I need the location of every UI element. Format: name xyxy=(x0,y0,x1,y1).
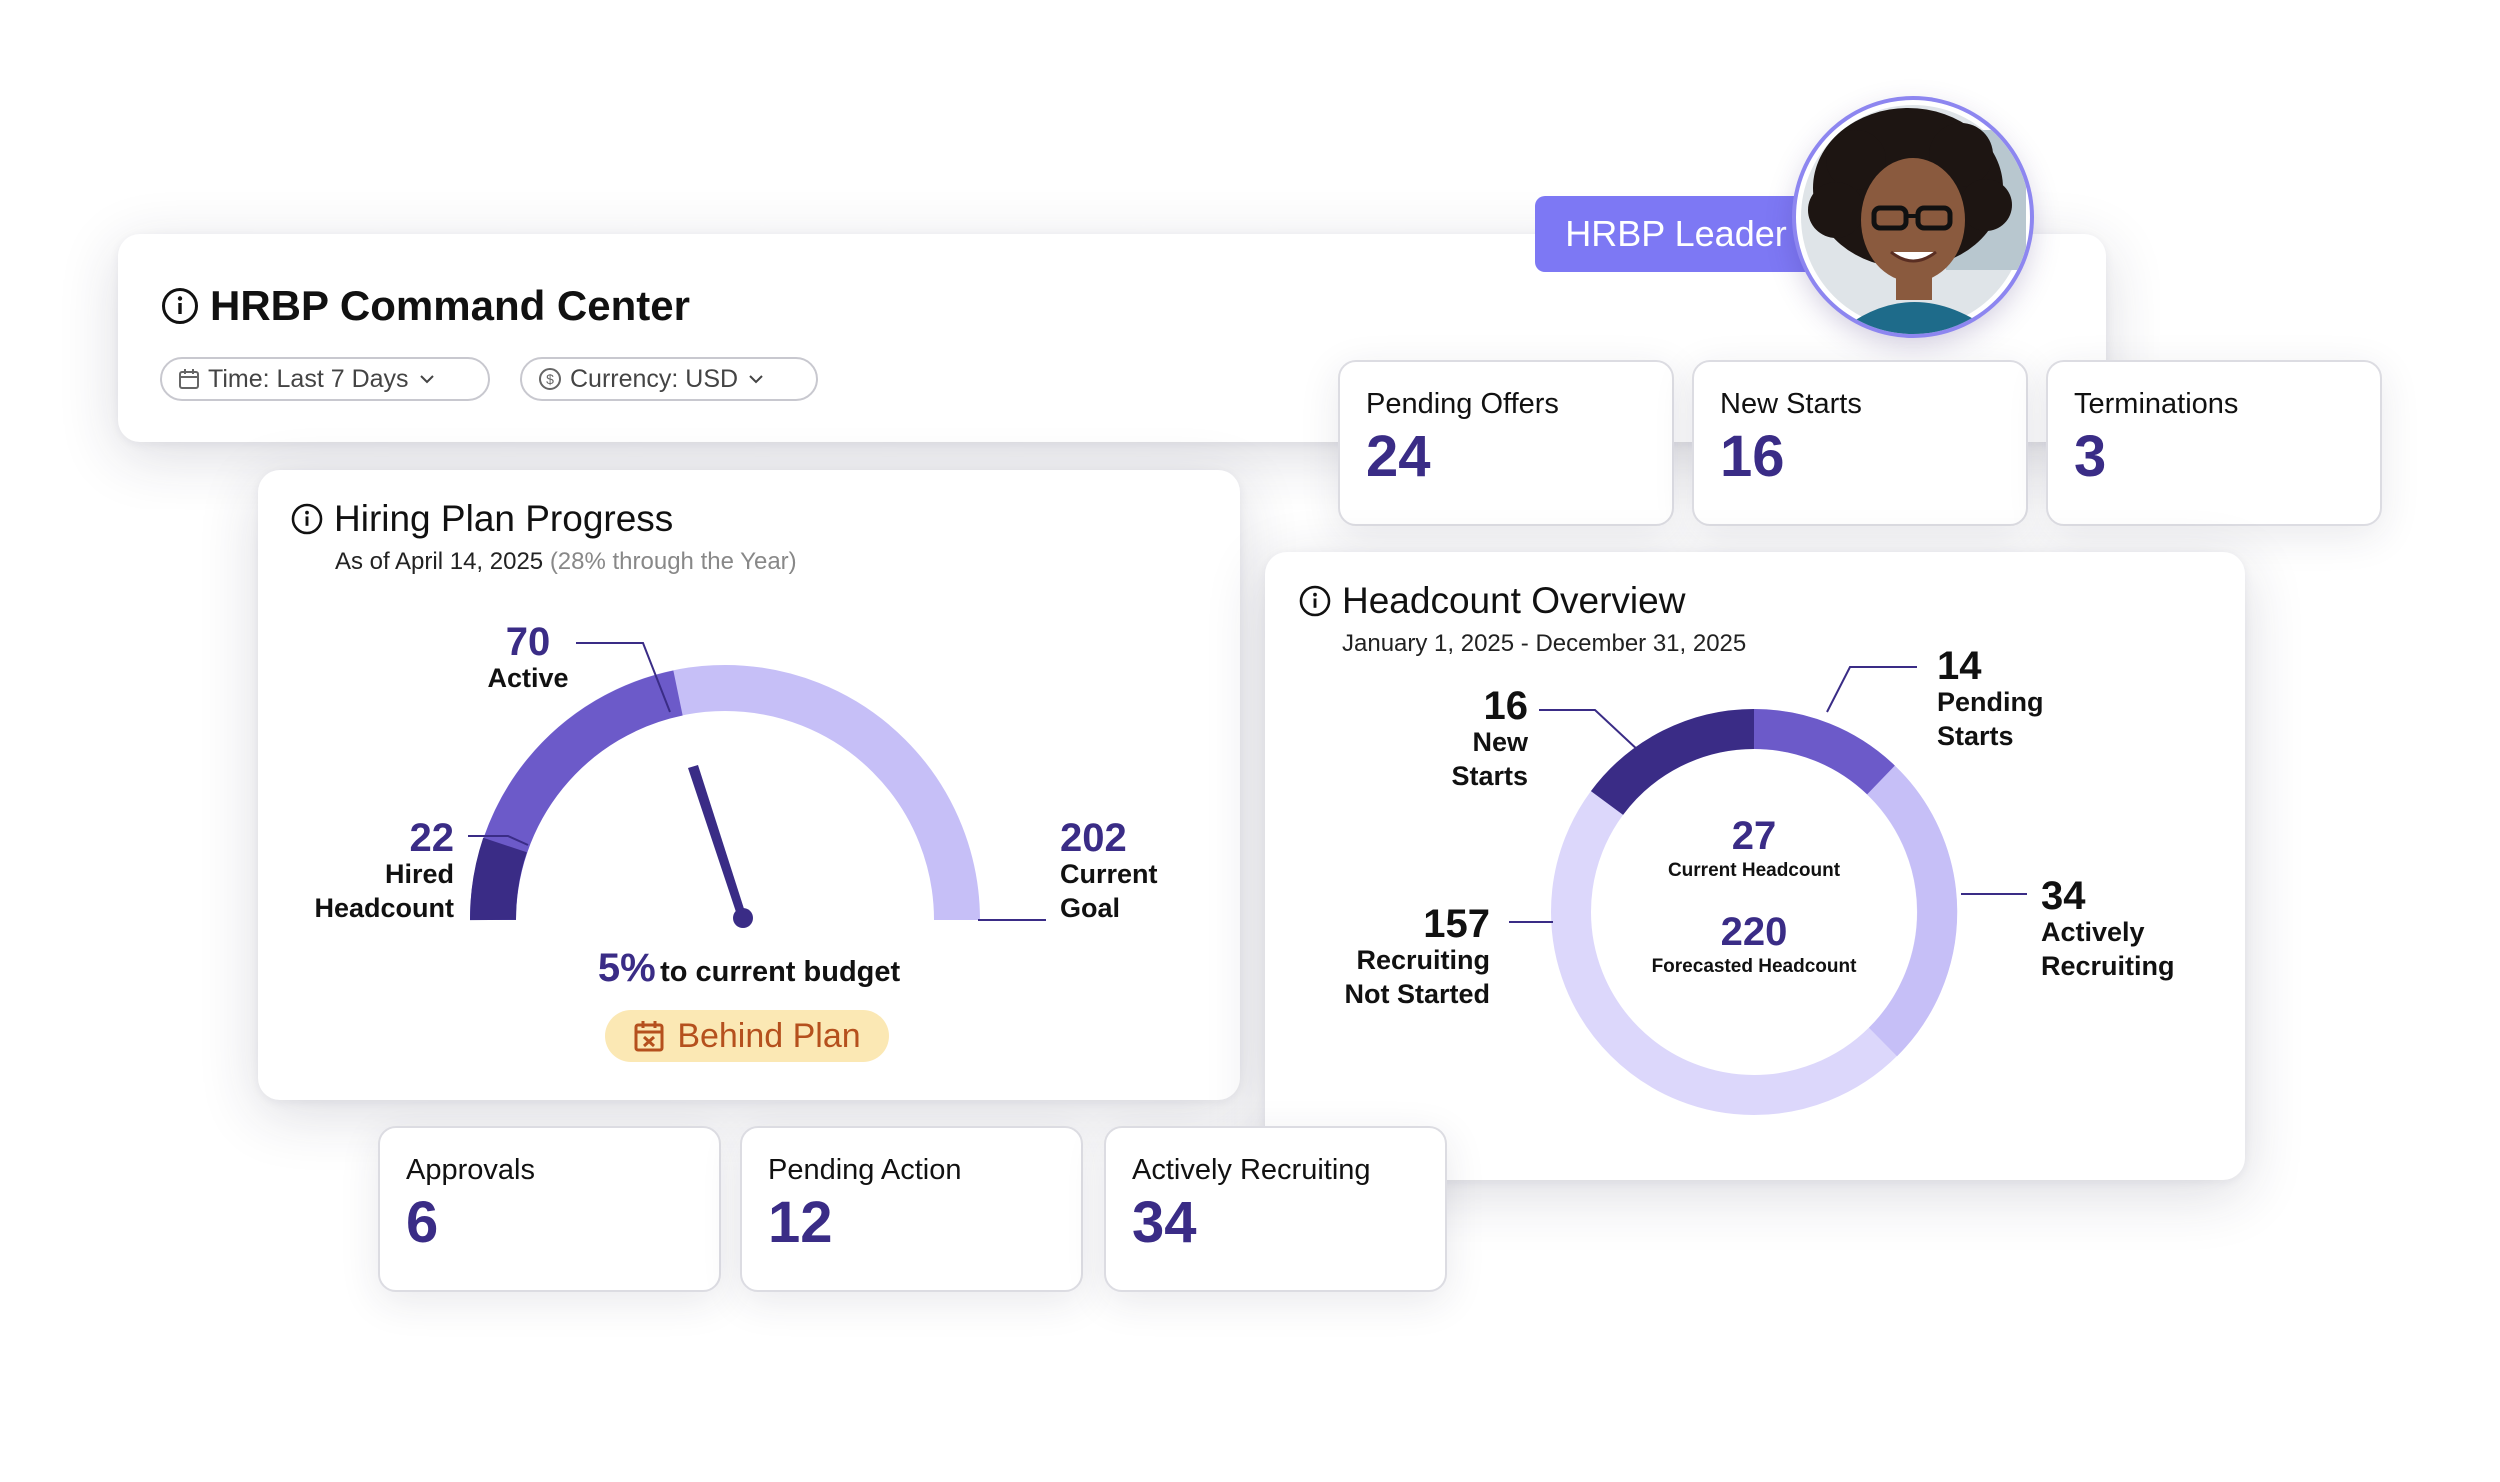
hired-value: 22 xyxy=(409,816,455,860)
not-started-callout: 157 Recruiting Not Started xyxy=(1310,904,1490,1012)
hired-callout: 22 Hired Headcount xyxy=(290,818,454,926)
pending-starts-leader-line xyxy=(1826,666,1917,713)
new-starts-callout: 16 New Starts xyxy=(1400,686,1528,794)
stat-value: 3 xyxy=(2074,424,2107,489)
headcount-date-range: January 1, 2025 - December 31, 2025 xyxy=(1342,630,1747,657)
status-badge-text: Behind Plan xyxy=(677,1016,861,1055)
info-icon[interactable] xyxy=(160,286,200,326)
hiring-plan-title: Hiring Plan Progress xyxy=(290,498,673,540)
gauge-needle xyxy=(688,765,746,918)
hiring-plan-card xyxy=(258,470,1240,1100)
segment-label-2: Starts xyxy=(1937,720,2014,751)
active-label: Active xyxy=(487,663,569,693)
segment-value: 16 xyxy=(1483,684,1529,728)
donut-center: 27 Current Headcount 220 Forecasted Head… xyxy=(1604,816,1904,978)
avatar-portrait xyxy=(1801,105,2026,334)
recruiting-callout: 34 Actively Recruiting xyxy=(2041,876,2221,984)
budget-line: 5% to current budget xyxy=(258,946,1240,991)
page-title-text: HRBP Command Center xyxy=(210,282,690,329)
svg-text:$: $ xyxy=(546,371,554,387)
avatar[interactable] xyxy=(1796,100,2030,334)
stat-card-terminations[interactable]: Terminations 3 xyxy=(2046,360,2382,526)
segment-label-2: Recruiting xyxy=(2041,950,2175,981)
forecast-headcount-label: Forecasted Headcount xyxy=(1651,956,1857,977)
stat-value: 34 xyxy=(1132,1190,1197,1255)
active-leader-line xyxy=(576,642,671,713)
chevron-down-icon xyxy=(749,375,763,384)
headcount-leaders xyxy=(1509,666,2027,923)
current-headcount-label: Current Headcount xyxy=(1667,860,1841,881)
headcount-title: Headcount Overview xyxy=(1298,580,1685,622)
budget-text: to current budget xyxy=(660,956,901,988)
role-badge-text: HRBP Leader xyxy=(1565,213,1787,254)
active-value: 70 xyxy=(505,620,551,664)
stat-card-new-starts[interactable]: New Starts 16 xyxy=(1692,360,2028,526)
stat-card-pending-action[interactable]: Pending Action 12 xyxy=(740,1126,1083,1292)
chevron-down-icon xyxy=(419,375,434,384)
stat-value: 24 xyxy=(1366,424,1431,489)
calendar-icon xyxy=(179,369,199,389)
segment-label-1: Actively xyxy=(2041,917,2145,947)
stat-label: Pending Action xyxy=(768,1154,962,1186)
stat-card-actively-recruiting[interactable]: Actively Recruiting 34 xyxy=(1104,1126,1447,1292)
status-badge: Behind Plan xyxy=(605,1010,889,1062)
gauge-hired-arc xyxy=(469,837,527,921)
stat-card-approvals[interactable]: Approvals 6 xyxy=(378,1126,721,1292)
goal-label-2: Goal xyxy=(1060,892,1121,923)
hired-label-1: Hired xyxy=(384,859,454,889)
segment-value: 14 xyxy=(1937,644,1982,688)
time-filter-dropdown[interactable]: Time: Last 7 Days xyxy=(160,357,490,401)
donut-pending-segment xyxy=(1753,708,1895,795)
stat-card-pending-offers[interactable]: Pending Offers 24 xyxy=(1338,360,1674,526)
as-of-date: As of April 14, 2025 xyxy=(335,548,544,575)
role-badge: HRBP Leader xyxy=(1535,196,1817,272)
stat-value: 6 xyxy=(406,1190,439,1255)
stat-label: Terminations xyxy=(2074,388,2239,420)
segment-label-2: Not Started xyxy=(1344,978,1490,1009)
gauge-active-arc xyxy=(470,670,683,921)
calendar-x-icon xyxy=(634,1021,664,1052)
info-icon[interactable] xyxy=(1298,584,1332,618)
active-callout: 70 Active xyxy=(478,622,578,696)
year-progress: (28% through the Year) xyxy=(549,548,797,575)
hiring-plan-subtitle: As of April 14, 2025 (28% through the Ye… xyxy=(335,548,797,576)
time-filter-label: Time: Last 7 Days xyxy=(208,364,409,393)
segment-label-1: New xyxy=(1472,727,1528,757)
segment-label-1: Pending xyxy=(1937,687,2044,717)
stat-label: Approvals xyxy=(406,1154,535,1186)
segment-value: 34 xyxy=(2041,874,2086,918)
current-headcount-value: 27 xyxy=(1731,814,1777,858)
stat-label: Pending Offers xyxy=(1366,388,1559,420)
page-title: HRBP Command Center xyxy=(160,282,690,330)
headcount-title-text: Headcount Overview xyxy=(1342,580,1686,621)
hired-leader-line xyxy=(468,835,529,846)
donut-new-starts-segment xyxy=(1590,709,1755,816)
currency-filter-label: Currency: USD xyxy=(570,364,739,393)
stat-value: 16 xyxy=(1720,424,1785,489)
new-starts-leader-line xyxy=(1539,709,1641,753)
headcount-donut xyxy=(1551,708,1958,1115)
forecast-headcount-value: 220 xyxy=(1720,910,1788,954)
stat-label: New Starts xyxy=(1720,388,1862,420)
stat-value: 12 xyxy=(768,1190,833,1255)
stat-label: Actively Recruiting xyxy=(1132,1154,1371,1186)
goal-label-1: Current xyxy=(1060,859,1158,889)
budget-pct: 5% xyxy=(597,946,656,990)
currency-filter-dropdown[interactable]: $ Currency: USD xyxy=(520,357,818,401)
goal-callout: 202 Current Goal xyxy=(1060,818,1200,926)
info-icon[interactable] xyxy=(290,502,324,536)
gauge-goal-arc xyxy=(470,665,980,921)
segment-label-2: Starts xyxy=(1451,760,1528,791)
segment-label-1: Recruiting xyxy=(1356,945,1490,975)
hiring-plan-title-text: Hiring Plan Progress xyxy=(334,498,674,539)
segment-value: 157 xyxy=(1423,902,1490,946)
hiring-gauge xyxy=(468,642,1046,928)
dollar-icon: $ xyxy=(539,368,561,390)
goal-value: 202 xyxy=(1060,816,1127,860)
pending-starts-callout: 14 Pending Starts xyxy=(1937,646,2087,754)
donut-recruiting-segment xyxy=(1866,765,1958,1057)
hired-label-2: Headcount xyxy=(314,892,454,923)
